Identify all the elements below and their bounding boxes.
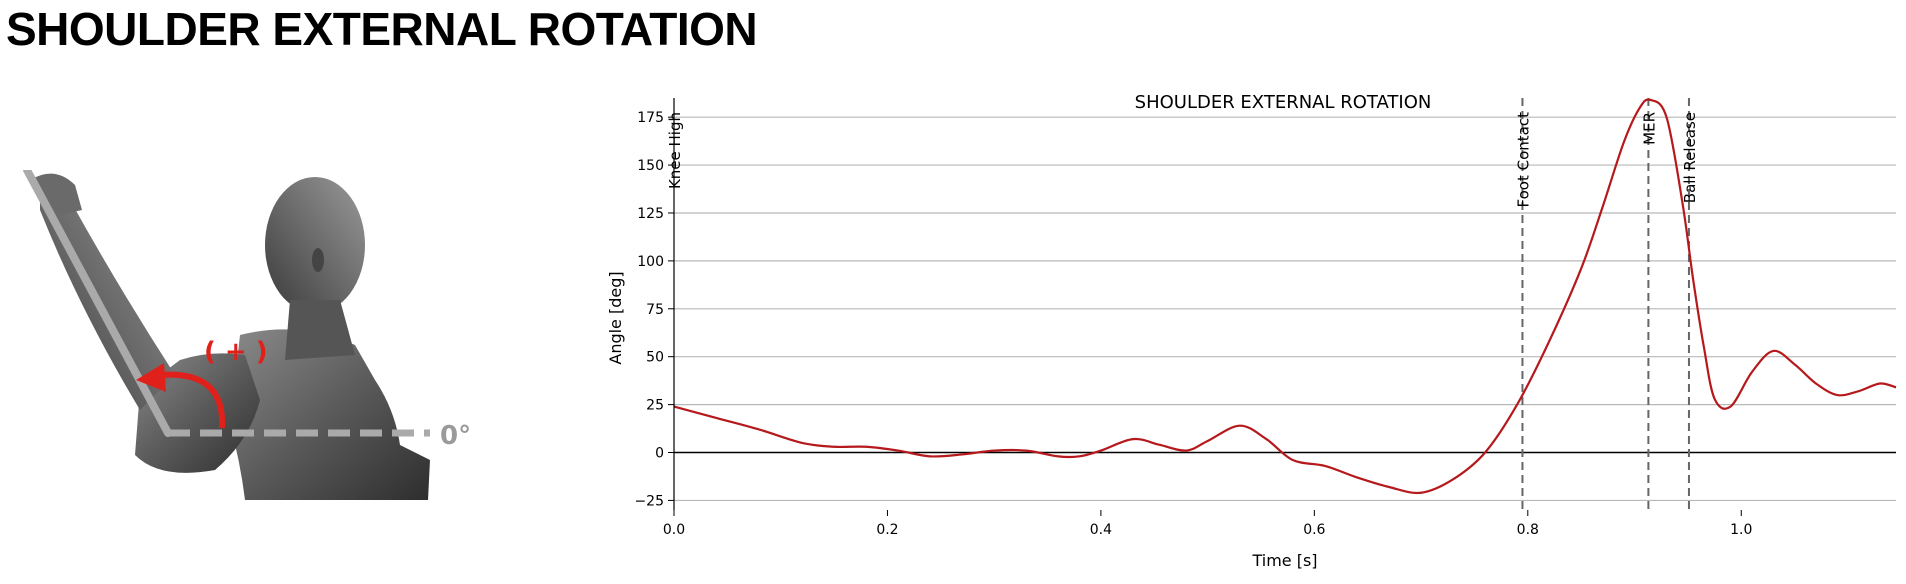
x-axis-label: Time [s] (1251, 551, 1317, 570)
x-ticks: 0.0 0.2 0.4 0.6 0.8 1.0 (663, 510, 1752, 538)
y-tick-label: 125 (637, 206, 664, 222)
event-label: Knee High (666, 112, 684, 189)
y-tick-label: 150 (637, 158, 664, 174)
y-tick-label: 0 (655, 446, 664, 462)
y-tick-label: −25 (634, 493, 664, 509)
event-label: MER (1640, 112, 1658, 145)
x-tick-label: 0.4 (1090, 522, 1112, 538)
positive-label: ( + ) (204, 337, 268, 367)
event-label: Ball Release (1681, 112, 1699, 203)
y-ticks: −25 0 25 50 75 100 125 150 175 (634, 110, 674, 509)
reference-line (23, 170, 172, 437)
y-tick-label: 50 (646, 350, 664, 366)
zero-label: 0° (440, 421, 470, 451)
forearm-shape (30, 173, 175, 410)
rotation-chart: SHOULDER EXTERNAL ROTATION Knee High Foot… (606, 92, 1897, 570)
series-line (673, 98, 1897, 495)
torso-shape (230, 329, 430, 500)
x-tick-label: 1.0 (1730, 522, 1752, 538)
y-tick-label: 75 (646, 302, 664, 318)
y-tick-label: 100 (637, 254, 664, 270)
y-tick-label: 175 (637, 110, 664, 126)
x-tick-label: 0.2 (876, 522, 898, 538)
arrow-head-icon (136, 363, 166, 392)
x-tick-label: 0.0 (663, 522, 685, 538)
event-markers: Knee High Foot Contact MER Ball Release (666, 98, 1699, 510)
event-label: Foot Contact (1514, 112, 1532, 208)
page-title: SHOULDER EXTERNAL ROTATION (6, 3, 758, 55)
x-tick-label: 0.8 (1517, 522, 1539, 538)
grid-lines (674, 116, 1896, 502)
rotation-arrow-icon (159, 371, 226, 429)
y-tick-label: 25 (646, 398, 664, 414)
chart-title: SHOULDER EXTERNAL ROTATION (1135, 92, 1432, 113)
y-axis-label: Angle [deg] (606, 271, 625, 364)
x-tick-label: 0.6 (1303, 522, 1325, 538)
head-shape (265, 177, 365, 360)
arm-rotation-illustration: ( + ) 0° (23, 170, 470, 500)
